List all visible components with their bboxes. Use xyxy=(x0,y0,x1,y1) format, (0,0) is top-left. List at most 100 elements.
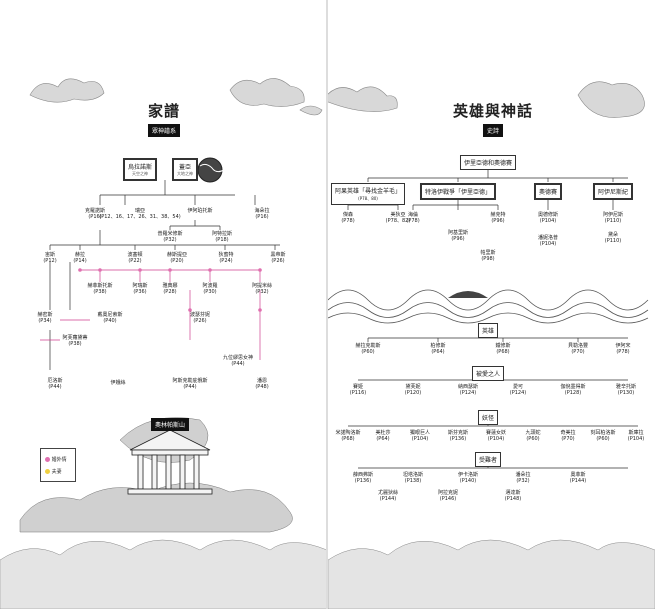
root-uranus: 烏拉諾斯 天空之神 xyxy=(122,158,158,181)
epic-box: 阿伊尼斯紀 xyxy=(592,183,634,200)
tree-node: 黑帝斯 (P26) xyxy=(270,252,286,264)
right-decoration xyxy=(328,81,655,609)
tree-node: 伊娥絲 xyxy=(110,380,126,386)
heroes-page: 英雄與神話 史詩 伊里亞德和奧德賽 阿果英雄「尋找金羊毛」 (P78、80) 特洛… xyxy=(328,0,655,609)
sufferer-node: 阿拉克妮 (P146) xyxy=(437,490,459,502)
tree-node: 克羅諾斯 (P16) xyxy=(84,208,106,220)
lover-node: 納西瑟斯 (P124) xyxy=(457,384,479,396)
sufferer-node: 薛西弗斯 (P136) xyxy=(352,472,374,484)
root-gaia: 蓋亞 大地之神 xyxy=(172,158,198,181)
monster-node: 九頭蛇 (P60) xyxy=(525,430,541,442)
legend-affair: 婚外情 xyxy=(45,456,67,463)
epic-member: 帕里斯 (P98) xyxy=(480,250,496,262)
tree-node: 赫密斯 (P34) xyxy=(37,312,53,324)
epic-member: 赫克特 (P96) xyxy=(490,212,506,224)
epic-member: 阿伊尼斯 (P110) xyxy=(602,212,624,224)
root-name: 烏拉諾斯 xyxy=(127,164,153,171)
epic-member: 海倫 (P78) xyxy=(406,212,420,224)
sufferer-node: 坦塔洛斯 (P138) xyxy=(402,472,424,484)
cloud-icon xyxy=(29,78,323,116)
tree-node: 赫斯提亞 (P20) xyxy=(166,252,188,264)
tree-node: 戴奧尼索斯 (P40) xyxy=(97,312,123,324)
sufferer-node: 伊卡洛斯 (P140) xyxy=(457,472,479,484)
epic-member: 黛朵 (P110) xyxy=(604,232,622,244)
lover-node: 黛芙妮 (P120) xyxy=(404,384,422,396)
epic-member: 傑森 (P78) xyxy=(341,212,355,224)
tree-node: 狄蜜特 (P24) xyxy=(218,252,234,264)
tree-node: 阿波羅 (P30) xyxy=(202,283,218,295)
lover-node: 伽倪墨得斯 (P128) xyxy=(560,384,586,396)
tree-node: 阿斯克勒庇俄斯 (P44) xyxy=(172,378,208,390)
lover-node: 愛可 (P124) xyxy=(509,384,527,396)
tree-node: 赫菲斯托斯 (P38) xyxy=(87,283,113,295)
section-lovers: 被愛之人 xyxy=(471,366,505,381)
olympus-label: 奧林帕斯山 xyxy=(150,418,190,431)
tree-node: 潘恩 (P48) xyxy=(255,378,269,390)
tree-node: 阿瑞斯 (P36) xyxy=(132,283,148,295)
tree-node: 阿提米絲 (P32) xyxy=(251,283,273,295)
hero-node: 柏修斯 (P64) xyxy=(430,343,446,355)
epic-box: 阿果英雄「尋找金羊毛」 (P78、80) xyxy=(330,183,406,205)
monster-node: 賽蓮女妖 (P104) xyxy=(485,430,507,442)
tree-node: 普羅米修斯 (P32) xyxy=(157,231,183,243)
temple-icon xyxy=(127,429,213,495)
hero-node: 鐵修斯 (P68) xyxy=(495,343,511,355)
tree-node: 伊阿珀托斯 xyxy=(187,208,213,214)
hero-node: 伊阿宋 (P78) xyxy=(615,343,631,355)
section-sufferers: 受難者 xyxy=(474,452,502,467)
tree-node: 九位繆思女神 (P44) xyxy=(222,355,254,367)
tree-node: 宙斯 (P12) xyxy=(43,252,57,264)
earth-icon xyxy=(197,157,223,183)
monster-node: 刻耳柏洛斯 (P60) xyxy=(590,430,616,442)
affair-dot-icon xyxy=(45,457,50,462)
epic-member: 阿基里斯 (P96) xyxy=(447,230,469,242)
lover-node: 賽姬 (P116) xyxy=(349,384,367,396)
tree-node: 海朵拉 (P16) xyxy=(254,208,270,220)
wave-icon xyxy=(328,289,649,324)
sufferer-node: 邁達斯 (P148) xyxy=(504,490,522,502)
monster-node: 奇美拉 (P70) xyxy=(560,430,576,442)
boat-icon xyxy=(448,291,488,298)
section-heroes: 英雄 xyxy=(477,323,499,338)
epic-member: 潘妮洛普 (P104) xyxy=(537,235,559,247)
epic-member: 奧德修斯 (P104) xyxy=(537,212,559,224)
lover-node: 雅辛托斯 (P130) xyxy=(615,384,637,396)
tree-node: 阿芙蘿黛蒂 (P38) xyxy=(62,335,88,347)
tree-node: 赫拉 (P14) xyxy=(73,252,87,264)
tree-node: 厄洛斯 (P44) xyxy=(47,378,63,390)
left-decoration xyxy=(0,78,327,609)
legend: 婚外情 夫妻 xyxy=(40,448,76,482)
tree-node: 阿特拉斯 (P18) xyxy=(211,231,233,243)
hero-node: 赫拉克勒斯 (P60) xyxy=(355,343,381,355)
section-monsters: 妖怪 xyxy=(477,410,499,425)
monster-node: 米諾陶洛斯 (P68) xyxy=(335,430,361,442)
sufferer-node: 潘朵拉 (P32) xyxy=(515,472,531,484)
legend-spouse: 夫妻 xyxy=(45,468,62,475)
epic-header-box: 伊里亞德和奧德賽 xyxy=(459,155,517,170)
section-badge: 眾神譜系 xyxy=(147,124,181,137)
tree-node: 波塞頓 (P22) xyxy=(127,252,143,264)
monster-node: 獨眼巨人 (P104) xyxy=(409,430,431,442)
monster-node: 美杜莎 (P64) xyxy=(375,430,391,442)
book-gutter xyxy=(326,0,328,609)
hero-node: 貝勒洛豐 (P70) xyxy=(567,343,589,355)
epic-box: 特洛伊戰爭「伊里亞德」 xyxy=(419,183,497,200)
family-tree-page: 家譜 眾神譜系 烏拉諾斯 天空之神 蓋亞 大地之神 克羅諾斯 (P16) 瑞亞 (P… xyxy=(0,0,327,609)
tree-node: 波瑟芬妮 (P26) xyxy=(189,312,211,324)
monster-node: 斯庫拉 (P104) xyxy=(627,430,645,442)
root-desc: 天空之神 xyxy=(131,171,148,176)
monster-node: 斯芬克斯 (P136) xyxy=(447,430,469,442)
epic-box: 奧德賽 xyxy=(533,183,563,200)
spouse-dot-icon xyxy=(45,469,50,474)
cloud-icon xyxy=(328,81,645,118)
page-title: 家譜 xyxy=(147,102,181,120)
root-name: 蓋亞 xyxy=(178,164,191,171)
page-title: 英雄與神話 xyxy=(452,102,534,120)
section-badge: 史詩 xyxy=(482,124,504,137)
sufferer-node: 尤麗狄絲 (P144) xyxy=(377,490,399,502)
sufferer-node: 奧菲斯 (P144) xyxy=(569,472,587,484)
epic-member: 美狄亞 (P78、82) xyxy=(385,212,411,224)
root-desc: 大地之神 xyxy=(177,171,193,176)
tree-node: 雅典娜 (P28) xyxy=(162,283,178,295)
tree-node: 瑞亞 (P12、16、17、26、31、38、54) xyxy=(99,208,181,220)
